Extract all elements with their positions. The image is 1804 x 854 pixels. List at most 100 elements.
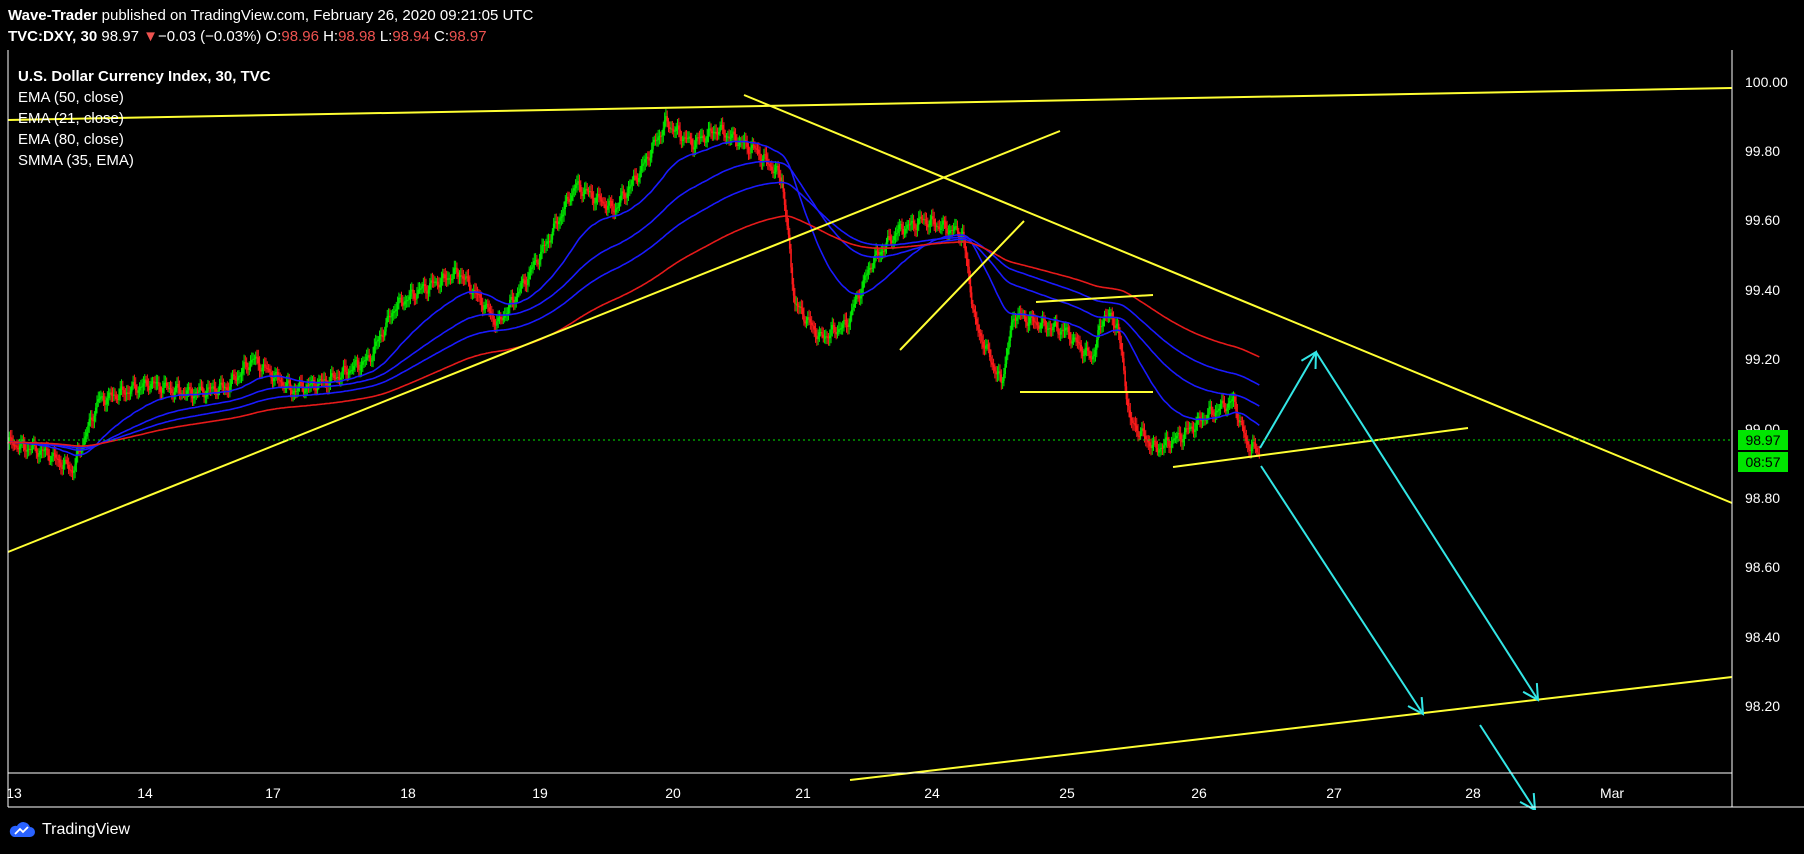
candle-body [254, 356, 257, 359]
candle-body [1090, 358, 1093, 360]
candle-body [1160, 447, 1163, 449]
symbol-name: TVC:DXY, 30 [8, 28, 98, 45]
bear-flag-line[interactable] [899, 220, 1025, 351]
price-chart[interactable] [0, 50, 1804, 810]
candle-body [621, 191, 623, 196]
candle-body [839, 328, 841, 330]
candle-body [201, 386, 204, 393]
candle-body [827, 337, 830, 339]
candle-body [613, 211, 616, 213]
candle-body [761, 158, 764, 163]
candle-body [595, 197, 598, 203]
candle-body [966, 258, 969, 267]
candle-body [382, 336, 385, 338]
candle-body [643, 162, 645, 165]
candle-body [921, 218, 924, 221]
candle-body [506, 313, 509, 315]
candle-body [1099, 326, 1102, 328]
candle-body [1083, 355, 1085, 357]
candle-body [1240, 420, 1243, 422]
candle-body [1231, 399, 1234, 402]
low-value: 98.94 [392, 28, 430, 45]
candle-body [999, 371, 1001, 375]
last-price: 98.97 [101, 28, 139, 45]
candle-body [724, 135, 727, 138]
candle-body [680, 136, 683, 141]
candle-body [1187, 428, 1190, 430]
candle-body [898, 224, 901, 229]
candle-body [990, 357, 992, 363]
candle-body [772, 170, 774, 174]
candle-body [719, 126, 721, 132]
candle-body [714, 131, 716, 133]
upper-channel-line[interactable] [7, 87, 1733, 121]
wedge-support-line[interactable] [1172, 427, 1469, 468]
smma-35-line [7, 181, 1260, 449]
candle-body [925, 220, 928, 225]
candle-body [122, 386, 124, 390]
candle-body [605, 208, 608, 210]
candle-body [1012, 319, 1014, 323]
candle-body [360, 364, 363, 370]
candle-body [1258, 453, 1261, 455]
candle-body [338, 377, 341, 380]
candle-body [1068, 332, 1071, 340]
range-top-line[interactable] [1035, 294, 1154, 303]
candle-body [63, 459, 66, 465]
brand-name: TradingView [42, 821, 131, 838]
candle-body [1063, 330, 1066, 332]
projection-down-arrow-3[interactable] [1479, 724, 1536, 810]
legend-ema-80[interactable]: EMA (80, close) [18, 131, 124, 148]
candle-body [97, 399, 100, 402]
projection-down-arrow-2[interactable] [1260, 465, 1424, 715]
trend-drawings [7, 87, 1733, 810]
falling-trendline[interactable] [743, 94, 1733, 504]
close-label: C: [434, 28, 450, 45]
candle-body [1214, 412, 1217, 416]
candle-body [169, 388, 172, 390]
legend-smma-35[interactable]: SMMA (35, EMA) [18, 152, 134, 169]
candle-body [964, 240, 966, 251]
legend-ema-21[interactable]: EMA (21, close) [18, 110, 124, 127]
candle-body [467, 276, 470, 283]
candle-body [567, 196, 569, 199]
legend-ema-50[interactable]: EMA (50, close) [18, 89, 124, 106]
candle-body [541, 245, 543, 252]
candle-body [756, 149, 759, 151]
rising-trendline[interactable] [7, 130, 1061, 553]
candle-body [868, 267, 871, 270]
candle-body [639, 170, 641, 178]
candle-body [218, 384, 221, 391]
lower-channel-line[interactable] [849, 676, 1733, 781]
candle-body [711, 131, 714, 134]
candle-body [608, 200, 610, 206]
candle-body [622, 191, 625, 194]
candle-body [1021, 314, 1023, 316]
candle-body [474, 289, 476, 292]
candle-body [93, 415, 96, 422]
candle-body [116, 399, 119, 401]
candle-body [80, 450, 83, 452]
time-tick: 25 [1059, 785, 1075, 801]
candle-body [1239, 420, 1241, 423]
candle-body [443, 273, 445, 275]
candle-body [670, 128, 672, 130]
price-change: −0.03 (−0.03%) [157, 28, 262, 45]
tradingview-logo[interactable]: TradingView [8, 821, 130, 839]
candle-body [21, 439, 23, 441]
projection-up-arrow[interactable] [1259, 351, 1317, 449]
candle-body [619, 195, 622, 203]
candle-body [476, 293, 479, 295]
candle-body [100, 396, 102, 399]
candle-body [420, 288, 422, 290]
candle-body [1159, 448, 1161, 452]
candle-body [439, 285, 441, 288]
projection-down-arrow-1[interactable] [1315, 351, 1539, 701]
candle-body [496, 321, 498, 326]
candle-body [143, 379, 146, 384]
candle-body [1232, 396, 1235, 400]
time-tick: 28 [1465, 785, 1481, 801]
author-name[interactable]: Wave-Trader [8, 7, 98, 24]
candle-body [216, 394, 218, 396]
candle-body [893, 236, 896, 241]
